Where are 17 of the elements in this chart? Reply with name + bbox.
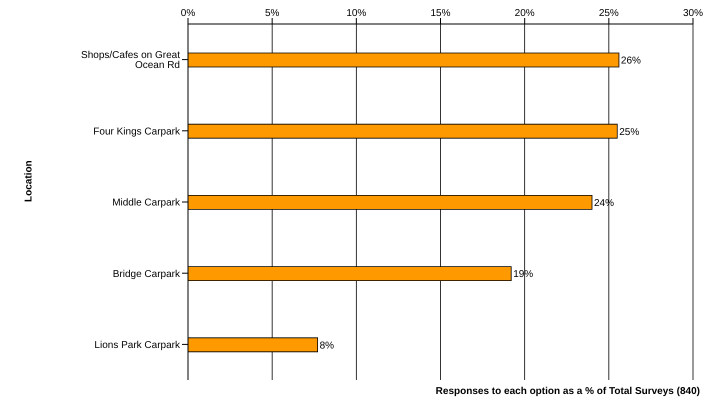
y-tick-label: Shops/Cafes on Great Ocean Rd	[81, 50, 180, 72]
x-tick-label: 15%	[430, 8, 451, 19]
x-tick-label: 5%	[264, 8, 280, 19]
x-tick-label: 0%	[180, 8, 196, 19]
x-axis-title: Responses to each option as a % of Total Surveys (840)	[434, 386, 701, 397]
x-tick-label: 10%	[346, 8, 366, 19]
y-tick-label: Middle Carpark	[112, 198, 181, 209]
y-tick-label: Bridge Carpark	[112, 268, 181, 280]
y-axis-title: Location	[24, 160, 35, 202]
x-tick-label: 30%	[682, 8, 704, 19]
data-label: 26%	[620, 56, 642, 67]
y-tick-label: Four Kings Carpark	[93, 126, 181, 138]
x-tick-label: 25%	[598, 8, 619, 19]
y-tick-label: Lions Park Carpark	[94, 340, 181, 351]
data-label: 25%	[619, 126, 640, 138]
x-tick-label: 20%	[514, 8, 535, 19]
data-label: 8%	[320, 340, 334, 352]
